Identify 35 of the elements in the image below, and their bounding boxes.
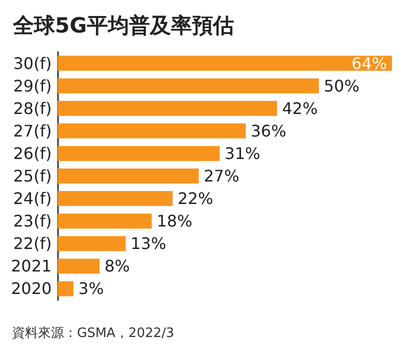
- bar: [58, 56, 392, 71]
- bar: [58, 146, 220, 161]
- y-tick-label: 24(f): [13, 189, 52, 208]
- data-label: 8%: [104, 256, 130, 276]
- y-tick-label: 29(f): [13, 76, 52, 96]
- source-note: 資料來源：GSMA，2022/3: [12, 326, 174, 341]
- bar: [58, 236, 126, 252]
- data-label: 31%: [224, 144, 260, 163]
- y-tick-label: 23(f): [13, 212, 52, 231]
- y-tick-label: 25(f): [13, 166, 52, 186]
- data-label: 13%: [130, 234, 166, 254]
- data-label: 27%: [204, 166, 240, 186]
- data-label: 42%: [282, 98, 318, 118]
- bar: [58, 281, 74, 296]
- bar: [58, 78, 319, 94]
- data-label: 18%: [156, 212, 192, 231]
- bar: [58, 123, 246, 138]
- bar: [58, 214, 152, 229]
- y-tick-label: 22(f): [13, 234, 52, 254]
- data-label: 64%: [351, 54, 387, 73]
- y-tick-label: 28(f): [13, 98, 52, 118]
- y-tick-label: 30(f): [13, 54, 52, 73]
- data-label: 36%: [250, 121, 286, 140]
- bar: [58, 100, 278, 116]
- data-label: 50%: [324, 76, 360, 96]
- data-label: 3%: [78, 279, 104, 298]
- data-label: 22%: [178, 189, 214, 208]
- y-tick-label: 2020: [11, 279, 52, 298]
- y-tick-label: 27(f): [13, 121, 52, 140]
- bar: [58, 191, 173, 206]
- bar: [58, 168, 199, 184]
- chart-title: 全球5G平均普及率預估: [12, 14, 234, 38]
- y-tick-label: 26(f): [13, 144, 52, 163]
- y-tick-label: 2021: [11, 256, 52, 276]
- bar: [58, 258, 100, 274]
